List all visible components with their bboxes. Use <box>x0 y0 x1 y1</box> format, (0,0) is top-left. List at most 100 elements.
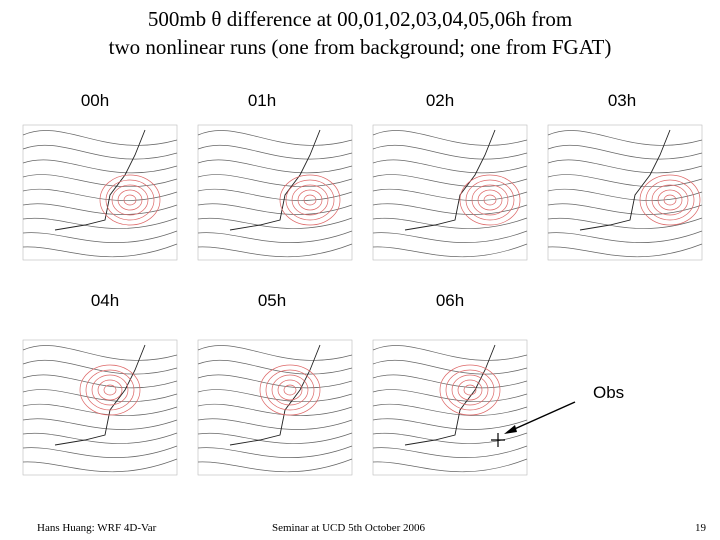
contour <box>197 374 353 389</box>
map-frame <box>197 124 353 261</box>
contour <box>22 130 178 146</box>
diff-contour <box>445 369 495 411</box>
contour <box>197 203 353 215</box>
coastline <box>229 344 321 446</box>
footer-center: Seminar at UCD 5th October 2006 <box>272 522 426 534</box>
panel-label: 03h <box>608 91 636 110</box>
contour <box>372 389 528 402</box>
contour <box>197 432 353 444</box>
coastline <box>54 129 146 231</box>
contour <box>372 203 528 215</box>
contour <box>372 458 528 473</box>
contour <box>22 203 178 215</box>
panel-label: 05h <box>258 291 286 310</box>
map-frame <box>372 339 528 476</box>
contour <box>547 144 703 160</box>
contour <box>22 230 178 243</box>
contour <box>372 418 528 430</box>
diff-contour <box>97 379 123 401</box>
diff-contour <box>285 179 335 221</box>
contour <box>197 403 353 416</box>
diff-contour <box>463 384 477 396</box>
diff-contour <box>663 194 677 206</box>
contour <box>197 174 353 187</box>
contour <box>22 458 178 473</box>
diff-contour <box>297 189 323 211</box>
contour <box>197 458 353 473</box>
map-frame <box>197 339 353 476</box>
contour <box>22 359 178 375</box>
map-panel: 05h <box>197 291 353 476</box>
diff-contour <box>259 364 321 416</box>
map-frame <box>372 124 528 261</box>
diff-contour <box>283 384 297 396</box>
contour <box>547 188 703 201</box>
map-panel: 03h <box>547 91 703 261</box>
contour <box>372 359 528 375</box>
contour <box>372 159 528 174</box>
contour <box>372 403 528 416</box>
map-frame <box>547 124 703 261</box>
contour <box>22 403 178 416</box>
diff-contour <box>265 369 315 411</box>
contour <box>197 188 353 201</box>
diff-contour <box>91 374 129 406</box>
coastline <box>404 344 496 446</box>
contour <box>22 418 178 430</box>
map-frame <box>22 339 178 476</box>
diff-contour <box>105 179 155 221</box>
contour <box>22 144 178 160</box>
contour <box>372 144 528 160</box>
diff-contour <box>457 379 483 401</box>
panel-label: 02h <box>426 91 454 110</box>
map-panel: 04h <box>22 291 178 476</box>
diff-contour <box>657 189 683 211</box>
diff-contour <box>651 184 689 216</box>
obs-marker <box>491 433 505 447</box>
diff-contour <box>639 174 701 226</box>
diff-contour <box>471 184 509 216</box>
contour <box>372 345 528 361</box>
contour <box>372 243 528 258</box>
diff-contour <box>477 189 503 211</box>
contour <box>547 230 703 243</box>
coastline <box>404 129 496 231</box>
arrow <box>509 401 576 432</box>
contour <box>22 445 178 458</box>
diff-contour <box>103 384 117 396</box>
diff-contour <box>277 379 303 401</box>
contour <box>22 374 178 389</box>
annotation: Obs <box>593 383 624 402</box>
contour <box>22 217 178 229</box>
title-line: 500mb θ difference at 00,01,02,03,04,05,… <box>148 7 572 31</box>
contour <box>197 243 353 258</box>
contour <box>372 445 528 458</box>
diff-contour <box>291 184 329 216</box>
contour <box>22 345 178 361</box>
diff-contour <box>439 364 501 416</box>
diff-contour <box>279 174 341 226</box>
contour <box>197 159 353 174</box>
panel-label: 06h <box>436 291 464 310</box>
contour <box>372 217 528 229</box>
panel-label: 04h <box>91 291 119 310</box>
diff-contour <box>459 174 521 226</box>
contour <box>22 389 178 402</box>
contour <box>197 418 353 430</box>
map-frame <box>22 124 178 261</box>
contour <box>22 188 178 201</box>
contour <box>22 159 178 174</box>
contour <box>22 243 178 258</box>
diff-contour <box>645 179 695 221</box>
coastline <box>229 129 321 231</box>
map-panels: 00h 01h 02h 03h 04h 05h 06h <box>22 91 703 476</box>
contour <box>372 174 528 187</box>
map-panel: 01h <box>197 91 353 261</box>
diff-contour <box>99 174 161 226</box>
diff-contour <box>79 364 141 416</box>
contour <box>372 374 528 389</box>
page-number: 19 <box>695 522 707 534</box>
contour <box>197 445 353 458</box>
panel-label: 01h <box>248 91 276 110</box>
contour <box>547 130 703 146</box>
